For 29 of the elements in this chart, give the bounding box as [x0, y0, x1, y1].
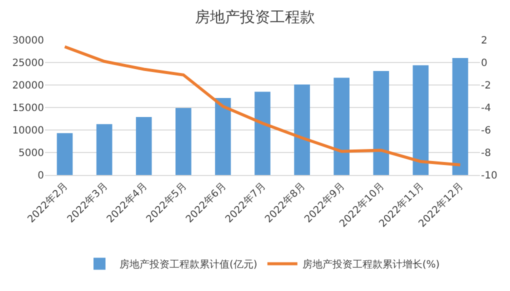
legend-label: 房地产投资工程款累计值(亿元)	[120, 258, 258, 271]
y2-tick-label: -6	[481, 126, 491, 136]
bar	[96, 124, 112, 175]
bar	[254, 92, 270, 175]
chart-title: 房地产投资工程款	[195, 8, 315, 26]
bar	[294, 84, 310, 175]
bar	[136, 116, 152, 175]
y2-tick-label: -10	[481, 170, 498, 182]
bar	[215, 98, 231, 175]
y-tick-label: 30000	[12, 36, 44, 46]
bar	[452, 58, 468, 175]
bar	[56, 133, 73, 175]
y-tick-label: 0	[38, 170, 44, 182]
legend-label: 房地产投资工程款累计增长(%)	[302, 258, 440, 271]
y-tick-label: 25000	[12, 58, 44, 69]
y2-tick-label: 2	[481, 36, 488, 46]
y-tick-label: 5000	[18, 148, 44, 159]
y2-tick-label: 0	[481, 58, 488, 69]
y-tick-label: 20000	[12, 80, 44, 92]
bar	[373, 71, 390, 175]
bar	[176, 108, 192, 175]
y-tick-label: 10000	[12, 126, 44, 136]
bar	[334, 78, 350, 175]
y2-tick-label: -2	[481, 80, 491, 92]
bar	[412, 65, 429, 175]
line-series	[63, 45, 462, 166]
y2-tick-label: -4	[481, 103, 491, 114]
y2-tick-label: -8	[481, 148, 491, 159]
y-tick-label: 15000	[12, 103, 44, 114]
